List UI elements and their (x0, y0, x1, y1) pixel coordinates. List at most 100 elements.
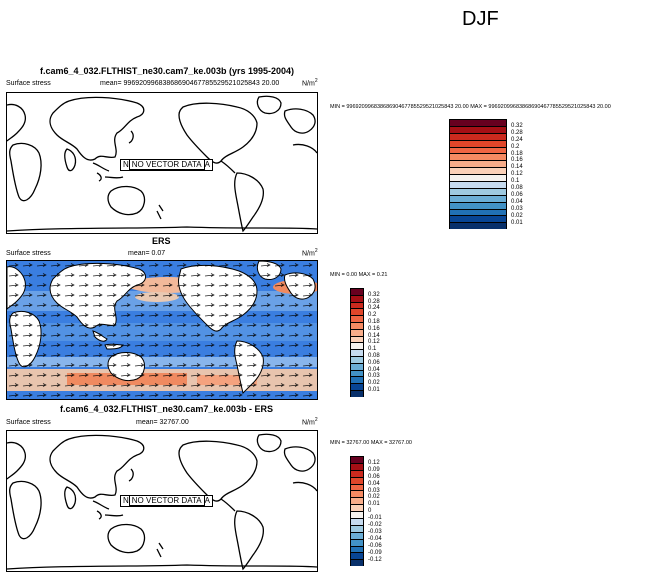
colorbar-swatch (449, 201, 507, 209)
panel1-colorbar: 0.32 0.28 0.24 0.2 0.18 0.16 0.14 0.12 0.1 0.08 0.… (449, 119, 523, 230)
colorbar-label: 0.03 (511, 205, 523, 212)
panel2-colorbar-swatches: 0.32 0.28 0.24 0.2 0.18 0.16 0.14 0.12 0.1 0.08 0.… (350, 288, 380, 397)
colorbar-label: 0.01 (368, 501, 380, 508)
colorbar-label: 0.02 (368, 494, 380, 501)
colorbar-swatch (350, 342, 364, 350)
colorbar-label: 0.01 (511, 219, 523, 226)
colorbar-swatch (449, 139, 507, 147)
panel2-stress-field (7, 261, 317, 399)
colorbar-swatch (350, 469, 364, 477)
panel3-no-vector-data-label: N NO VECTOR DATA A (120, 495, 213, 507)
panel1-colorbar-swatches: 0.32 0.28 0.24 0.2 0.18 0.16 0.14 0.12 0.1 0.08 0.… (449, 119, 523, 230)
colorbar-label: 0.18 (511, 150, 523, 157)
panel1-coastlines (7, 95, 317, 233)
colorbar-swatch (449, 132, 507, 140)
colorbar-swatch (350, 362, 364, 370)
colorbar-label: 0.24 (368, 305, 380, 312)
colorbar-label: 0.06 (368, 359, 380, 366)
panel3-minmax: MIN = 32767.00 MAX = 32767.00 (330, 440, 412, 446)
colorbar-swatch (350, 389, 364, 397)
coastline-group (7, 433, 317, 571)
colorbar-label: 0.16 (511, 157, 523, 164)
colorbar-swatch (350, 355, 364, 363)
colorbar-label: 0.03 (368, 487, 380, 494)
colorbar-swatch (350, 349, 364, 356)
colorbar-swatch (449, 194, 507, 202)
colorbar-swatch (449, 187, 507, 195)
panel1-no-vector-data-label: N NO VECTOR DATA A (120, 159, 213, 171)
panel1-minmax: MIN = 9969209968386869046778552952102584… (330, 104, 611, 110)
colorbar-label: -0.06 (368, 542, 382, 549)
colorbar-label: -0.09 (368, 549, 382, 556)
panel1-title: f.cam6_4_032.FLTHIST_ne30.cam7_ke.003b (… (40, 66, 294, 76)
panel1-variable-label: Surface stress (6, 80, 51, 87)
colorbar-swatch (350, 476, 364, 484)
colorbar-swatch (449, 208, 507, 216)
colorbar-swatch (350, 456, 364, 463)
colorbar-swatch (350, 288, 364, 295)
colorbar-label: 0 (368, 508, 372, 515)
panel3-variable-label: Surface stress (6, 419, 51, 426)
colorbar-label: 0.2 (511, 143, 520, 150)
colorbar-swatch (449, 153, 507, 161)
panel3-colorbar-swatches: 0.12 0.09 0.06 0.04 0.03 0.02 0.01 0 -0.01 -0.02-… (350, 456, 382, 567)
colorbar-label: 0.16 (368, 325, 380, 332)
colorbar-swatch (350, 490, 364, 498)
colorbar-label: 0.06 (511, 191, 523, 198)
colorbar-label: 0.14 (511, 164, 523, 171)
colorbar-label: 0.28 (511, 129, 523, 136)
colorbar-label: 0.12 (368, 459, 380, 466)
colorbar-swatch (350, 328, 364, 336)
colorbar-swatch (350, 462, 364, 470)
colorbar-swatch (449, 167, 507, 175)
colorbar-swatch (449, 119, 507, 126)
colorbar-label: 0.1 (511, 178, 520, 185)
panel1-mean: mean= 9969209968386869046778552952102584… (100, 80, 280, 87)
coastline-group (7, 95, 317, 233)
colorbar-label: -0.03 (368, 528, 382, 535)
colorbar-swatch (350, 552, 364, 560)
colorbar-swatch (449, 125, 507, 133)
panel2-title: ERS (152, 236, 171, 246)
panel2-variable-label: Surface stress (6, 250, 51, 257)
colorbar-swatch (350, 294, 364, 302)
colorbar-label: 0.01 (368, 387, 380, 393)
colorbar-label: -0.12 (368, 556, 382, 563)
colorbar-swatch (350, 376, 364, 384)
colorbar-label: 0.24 (511, 136, 523, 143)
colorbar-label: 0.02 (368, 380, 380, 387)
panel3-coastlines (7, 433, 317, 571)
colorbar-swatch (350, 538, 364, 546)
panel3-map: N NO VECTOR DATA A (6, 430, 318, 572)
colorbar-label: -0.01 (368, 515, 382, 522)
colorbar-swatch (350, 504, 364, 512)
colorbar-swatch (350, 369, 364, 377)
colorbar-label: 0.04 (368, 366, 380, 373)
panel3-units: N/m2 (302, 417, 318, 427)
colorbar-label: 0.03 (368, 373, 380, 380)
panel2-colorbar: 0.32 0.28 0.24 0.2 0.18 0.16 0.14 0.12 0.1 0.08 0.… (350, 288, 380, 397)
colorbar-label: 0.02 (511, 212, 523, 219)
colorbar-label: 0.18 (368, 319, 380, 325)
colorbar-swatch (449, 174, 507, 182)
colorbar-label: 0.2 (368, 312, 377, 319)
colorbar-swatch (350, 308, 364, 316)
season-label: DJF (462, 8, 499, 30)
colorbar-swatch (350, 497, 364, 505)
panel3-title: f.cam6_4_032.FLTHIST_ne30.cam7_ke.003b -… (60, 404, 273, 414)
colorbar-swatch (449, 181, 507, 188)
colorbar-label: 0.32 (511, 122, 523, 129)
colorbar-swatch (449, 222, 507, 230)
colorbar-label: 0.04 (511, 198, 523, 205)
colorbar-swatch (350, 524, 364, 532)
colorbar-label: 0.09 (368, 466, 380, 473)
panel2-mean: mean= 0.07 (128, 250, 166, 257)
colorbar-label: -0.04 (368, 535, 382, 542)
colorbar-swatch (449, 146, 507, 154)
colorbar-swatch (350, 545, 364, 553)
panel1-units: N/m2 (302, 78, 318, 88)
colorbar-label: 0.08 (368, 353, 380, 359)
panel3-colorbar: 0.12 0.09 0.06 0.04 0.03 0.02 0.01 0 -0.01 -0.02-… (350, 456, 382, 567)
panel2-units: N/m2 (302, 248, 318, 258)
colorbar-label: 0.06 (368, 473, 380, 480)
